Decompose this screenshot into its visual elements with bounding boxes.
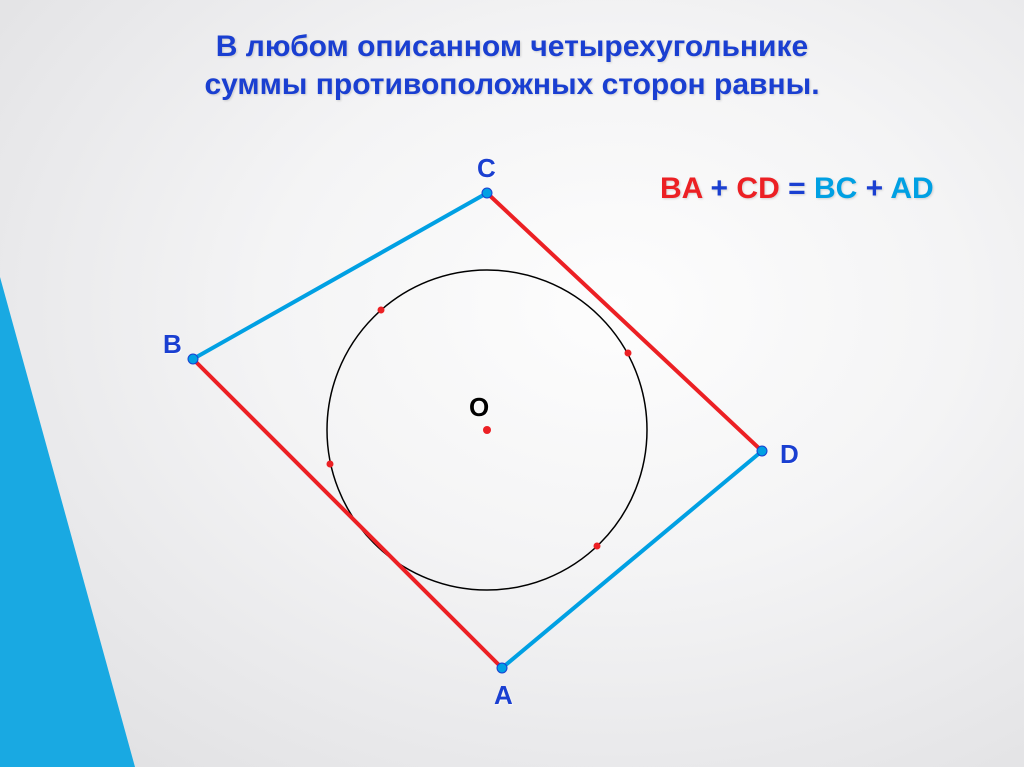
side-AD bbox=[502, 451, 762, 668]
side-BA bbox=[193, 359, 502, 668]
tangent-point bbox=[625, 350, 632, 357]
tangent-point bbox=[327, 461, 334, 468]
diagram bbox=[0, 0, 1024, 767]
vertex-dot-A bbox=[497, 663, 507, 673]
label-vertex-D: D bbox=[780, 439, 799, 470]
vertex-dot-C bbox=[482, 188, 492, 198]
center-dot bbox=[483, 426, 491, 434]
label-vertex-B: B bbox=[163, 329, 182, 360]
vertex-dot-D bbox=[757, 446, 767, 456]
slide: В любом описанном четырехугольнике суммы… bbox=[0, 0, 1024, 767]
label-vertex-A: A bbox=[494, 680, 513, 711]
tangent-point bbox=[594, 543, 601, 550]
label-vertex-C: C bbox=[477, 153, 496, 184]
label-center-O: O bbox=[469, 392, 489, 423]
tangent-point bbox=[378, 307, 385, 314]
side-CD bbox=[487, 193, 762, 451]
vertex-dot-B bbox=[188, 354, 198, 364]
